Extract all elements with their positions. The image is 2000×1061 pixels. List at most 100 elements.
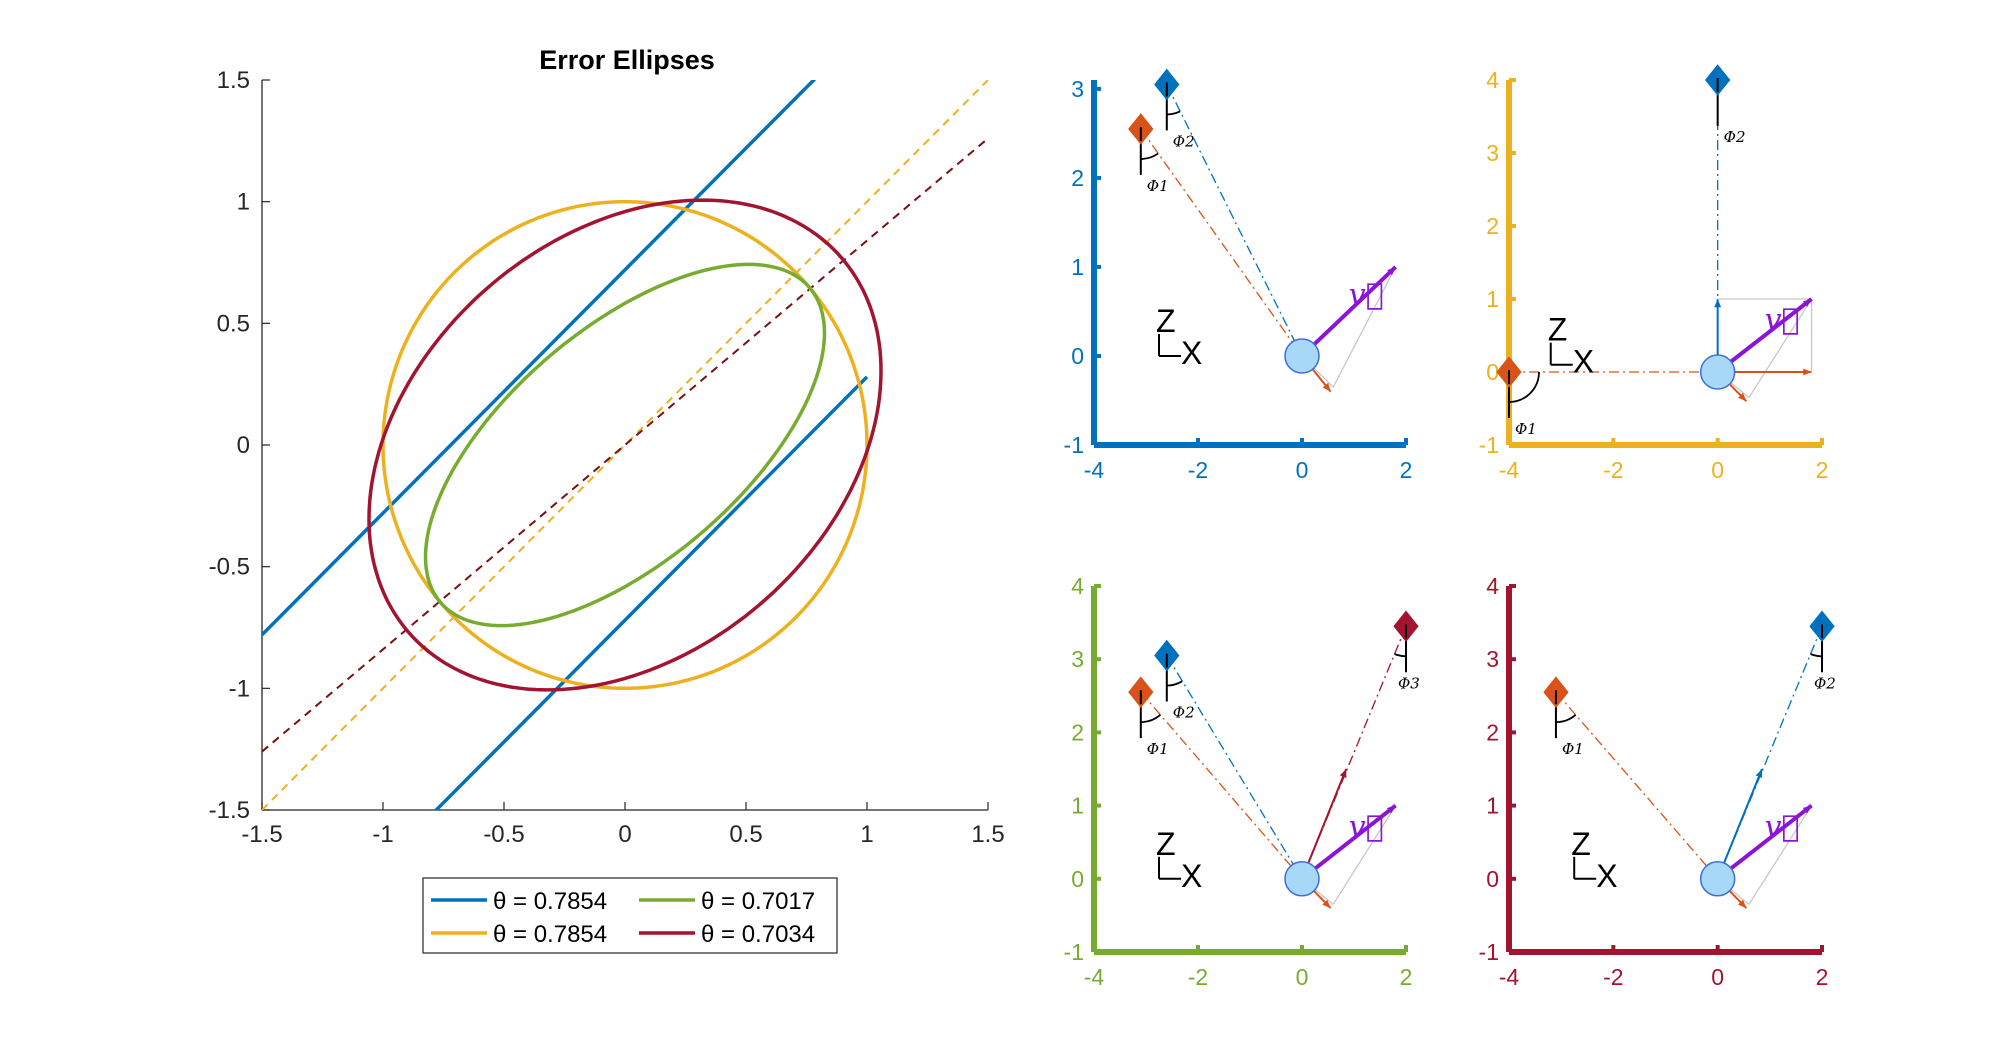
velocity-label: v⃗ — [1765, 303, 1800, 338]
y-tick-label: -1 — [1064, 939, 1084, 965]
legend-label: θ = 0.7854 — [493, 888, 607, 915]
projection-line — [1332, 805, 1397, 905]
y-tick-label: 0.5 — [217, 310, 250, 337]
frame-x-label: X — [1596, 858, 1617, 894]
series-line-blue — [262, 80, 817, 637]
x-tick-label: -4 — [1499, 457, 1520, 483]
velocity-arrow-head — [1802, 805, 1812, 814]
frame-z-label: Z — [1156, 826, 1176, 862]
x-tick-label: -0.5 — [483, 821, 524, 848]
sensor-ray — [1140, 691, 1303, 880]
crimson-component-arrow — [1301, 768, 1348, 880]
y-tick-label: -1 — [1064, 432, 1084, 458]
velocity-arrow — [1716, 297, 1813, 374]
x-tick-label: -1 — [372, 821, 393, 848]
y-tick-label: 2 — [1071, 165, 1084, 191]
x-tick-label: 0 — [1296, 457, 1309, 483]
series-ellipse-yellow — [381, 199, 869, 691]
blue-component-arrow-head — [1714, 299, 1722, 308]
velocity-arrow — [1300, 265, 1397, 358]
frame-z-label: Z — [1571, 826, 1591, 862]
orange-component-arrow-head — [1322, 382, 1331, 392]
y-tick-label: 2 — [1486, 213, 1499, 239]
subplot-top-left: -4 -2 0 2 -1 0 1 2 3 Φ1 Φ2 v⃗ ZX — [1064, 68, 1412, 483]
sensor-angle-label: Φ2 — [1173, 704, 1195, 722]
orange-component-arrow-head — [1803, 368, 1812, 376]
x-tick-label: 1.5 — [971, 821, 1004, 848]
y-tick-label: 3 — [1486, 140, 1499, 166]
sensor-angle-arc — [1140, 152, 1159, 160]
legend-label: θ = 0.7034 — [701, 921, 815, 948]
frame-x-label: X — [1181, 858, 1202, 894]
x-tick-label: 0 — [1711, 964, 1724, 990]
orange-component-arrow-head — [1738, 899, 1747, 909]
body-circle — [1284, 861, 1320, 897]
y-tick-label: -0.5 — [209, 554, 250, 581]
frame-z-label: Z — [1548, 312, 1568, 348]
x-tick-label: 0 — [618, 821, 631, 848]
orange-component-arrow-head — [1738, 392, 1747, 402]
x-tick-label: -1.5 — [241, 821, 282, 848]
sensor-angle-label: Φ1 — [1147, 177, 1169, 195]
crimson-component-arrow-head — [1339, 769, 1347, 778]
y-tick-label: 1.5 — [217, 67, 250, 94]
x-tick-label: -4 — [1499, 964, 1520, 990]
orange-component-arrow-head — [1322, 899, 1331, 909]
y-tick-label: -1 — [1479, 432, 1499, 458]
x-tick-label: -2 — [1188, 964, 1208, 990]
frame-z-label: Z — [1156, 303, 1176, 339]
error-ellipses-plot: -1.5 -1 -0.5 0 0.5 1 1.5 -1.5 -1 -0.5 0 0.5 1 1.5 — [209, 67, 1005, 848]
sensor-angle-arc — [1140, 714, 1161, 724]
y-tick-label: 3 — [1486, 646, 1499, 672]
y-tick-label: 3 — [1071, 646, 1084, 672]
x-tick-label: -2 — [1188, 457, 1208, 483]
sensor-angle-arc — [1810, 653, 1823, 658]
x-tick-label: 2 — [1816, 457, 1829, 483]
y-tick-label: 1 — [1486, 793, 1499, 819]
reference-line — [262, 80, 988, 810]
sensor-angle-label: Φ2 — [1724, 128, 1746, 146]
velocity-arrow-head — [1802, 299, 1812, 307]
sensor-angle-arc — [1508, 371, 1540, 403]
x-tick-label: -4 — [1084, 457, 1105, 483]
velocity-label: v⃗ — [1765, 809, 1800, 844]
y-tick-label: 1 — [1071, 254, 1084, 280]
x-tick-label: 0 — [1711, 457, 1724, 483]
y-tick-label: 3 — [1071, 76, 1084, 102]
sensor-angle-label: Φ1 — [1515, 420, 1537, 438]
x-tick-label: -2 — [1603, 964, 1623, 990]
plot-area — [262, 80, 988, 810]
sensor-angle-arc — [1166, 110, 1181, 116]
y-tick-label: 1 — [1071, 793, 1084, 819]
y-tick-label: 0 — [237, 432, 250, 459]
y-tick-label: -1.5 — [209, 797, 250, 824]
y-tick-label: -1 — [229, 675, 250, 702]
reference-line — [262, 137, 988, 753]
velocity-arrow-head — [1386, 805, 1396, 814]
frame-x-label: X — [1573, 344, 1594, 380]
series-ellipse-green — [423, 262, 827, 628]
velocity-label: v⃗ — [1349, 277, 1384, 312]
x-tick-label: 2 — [1816, 964, 1829, 990]
sensor-ray — [1166, 84, 1303, 357]
y-tick-label: 2 — [1071, 719, 1084, 745]
body-circle — [1699, 354, 1736, 390]
legend-label: θ = 0.7854 — [493, 921, 607, 948]
legend-label: θ = 0.7017 — [701, 888, 815, 915]
sensor-ray — [1166, 655, 1303, 880]
x-tick-label: -2 — [1603, 457, 1623, 483]
sensor-angle-arc — [1555, 714, 1577, 724]
y-tick-label: 0 — [1071, 343, 1084, 369]
y-tick-label: 0 — [1486, 866, 1499, 892]
sensor-angle-arc — [1394, 653, 1407, 658]
series-ellipse-crimson — [367, 198, 883, 692]
y-tick-label: 1 — [1486, 286, 1499, 312]
subplot-bottom-right: -4 -2 0 2 -1 0 1 2 3 4 Φ1 Φ2 v⃗ ZX — [1479, 573, 1836, 990]
projection-line — [1332, 266, 1397, 388]
y-tick-label: -1 — [1479, 939, 1499, 965]
velocity-arrow-head — [1387, 266, 1396, 276]
velocity-arrow — [1716, 804, 1813, 881]
projection-line — [1748, 298, 1813, 398]
main-chart-title: Error Ellipses — [539, 45, 715, 75]
